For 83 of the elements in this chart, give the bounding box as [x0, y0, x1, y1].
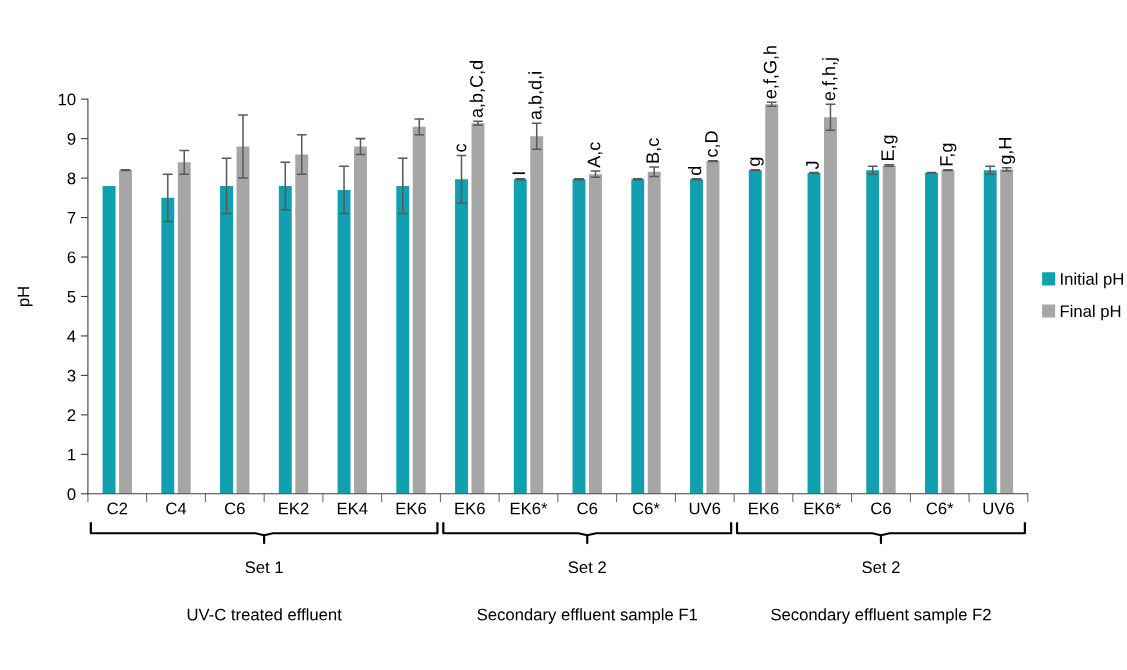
bar [455, 179, 468, 494]
text: Set 2 [862, 561, 900, 574]
text: Set 2 [568, 561, 606, 574]
data-label: c,D [705, 131, 720, 157]
x-tick-label: C6 [577, 502, 598, 515]
y-tick-label: 3 [67, 369, 76, 382]
bar [925, 172, 938, 494]
bar [882, 165, 896, 494]
x-tick-label: UV6 [689, 502, 721, 515]
data-label: d [688, 166, 702, 175]
bar [823, 117, 837, 494]
bar [589, 174, 602, 494]
bar [161, 197, 175, 494]
x-tick-label: C6 [224, 502, 245, 515]
y-tick-label: 4 [67, 330, 76, 342]
bar [295, 154, 309, 494]
bar [690, 179, 703, 494]
bar [396, 185, 410, 494]
bar [102, 185, 116, 494]
x-tick-label: C4 [166, 502, 187, 515]
bar [941, 170, 955, 494]
bar [177, 162, 191, 494]
x-tick-label: EK6 [396, 502, 427, 515]
x-tick-label: UV6 [983, 502, 1014, 515]
y-tick-label: 2 [67, 409, 76, 421]
data-label: g,H [998, 138, 1016, 164]
bar [412, 126, 426, 494]
data-label: F,g [940, 143, 957, 166]
bar [765, 104, 779, 494]
x-tick-label: C2 [107, 502, 128, 515]
data-label: e,f,h,j [822, 58, 839, 101]
x-tick-label: C6* [632, 502, 660, 515]
data-label: a,b,d,i [528, 72, 544, 120]
x-tick-label: EK6 [455, 502, 485, 515]
data-label: J [806, 161, 819, 170]
data-label: g [750, 157, 764, 166]
data-label: c [456, 143, 467, 152]
x-tick-label: EK6* [804, 502, 841, 515]
data-label: a,b,C,d [469, 61, 485, 118]
bar [471, 123, 485, 494]
legend-label: Initial pH [1061, 272, 1123, 289]
bar [119, 170, 132, 494]
text: Secondary effluent sample F1 [477, 608, 697, 624]
legend-label: Final pH [1060, 304, 1121, 321]
bar [236, 146, 250, 494]
y-tick-label: 9 [67, 133, 76, 145]
y-tick-label: 8 [67, 172, 76, 185]
data-label: E,g [881, 135, 898, 161]
bar [647, 171, 661, 494]
text: Set 1 [245, 561, 283, 574]
x-tick-label: EK4 [337, 502, 368, 515]
x-tick-label: EK6* [510, 502, 548, 515]
y-tick-label: 1 [68, 448, 76, 461]
y-tick-label: 7 [67, 212, 76, 224]
bar [513, 179, 527, 494]
bar [278, 185, 292, 494]
data-label: e,f,G,h [763, 46, 779, 99]
data-label: B,c [646, 138, 662, 163]
x-tick-label: EK6 [749, 502, 779, 515]
x-tick-label: C6 [871, 502, 891, 515]
bar [1000, 169, 1014, 494]
bar [572, 179, 586, 494]
y-tick-label: 6 [67, 251, 76, 264]
text: Secondary effluent sample F2 [771, 608, 991, 624]
bar [706, 161, 720, 494]
bar [530, 136, 544, 494]
bar [807, 172, 821, 494]
bar [337, 189, 351, 494]
bar [354, 146, 367, 494]
y-axis-title: pH [17, 287, 33, 307]
bar [631, 179, 645, 494]
y-tick-label: 10 [58, 93, 76, 106]
bar [220, 185, 234, 494]
y-tick-label: 0 [67, 488, 76, 500]
x-tick-label: C6* [926, 502, 954, 515]
y-tick-label: 5 [67, 291, 76, 303]
data-label: A,c [587, 142, 603, 168]
text: UV-C treated effluent [187, 608, 342, 621]
bar [866, 170, 880, 494]
bar [983, 170, 997, 494]
x-tick-label: EK2 [279, 502, 309, 515]
bar [748, 170, 762, 494]
data-label: I [512, 172, 525, 175]
